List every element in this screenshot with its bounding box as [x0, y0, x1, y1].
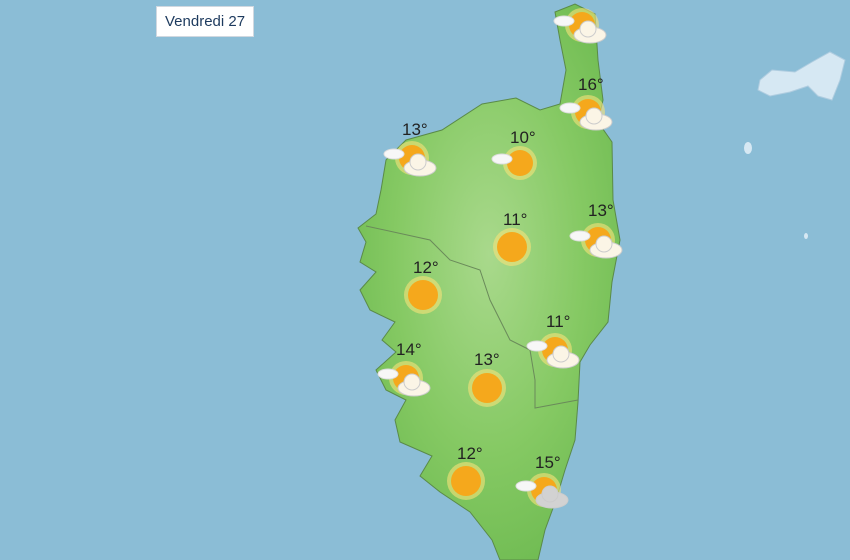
- station-temperature: 10°: [510, 128, 536, 147]
- sun-cloud-icon: [520, 315, 590, 385]
- sun-cloud-icon: [371, 343, 441, 413]
- date-label: Vendredi 27: [156, 6, 255, 37]
- station-temperature: 12°: [457, 444, 483, 463]
- department-border: [365, 225, 579, 409]
- sun-icon: [431, 446, 501, 516]
- sun-cloud-icon: [563, 205, 633, 275]
- station-temperature: 13°: [474, 350, 500, 369]
- islet: [744, 142, 752, 154]
- sun-icon: [452, 353, 522, 423]
- sun-icon: [477, 212, 547, 282]
- station-temperature: 13°: [402, 120, 428, 139]
- sun-cloud-icon: [377, 123, 447, 193]
- sun-grey-cloud-icon: [509, 455, 579, 525]
- island-east: [757, 51, 846, 101]
- station-temperature: 12°: [413, 258, 439, 277]
- station-temperature: 15°: [535, 453, 561, 472]
- station-temperature: 13°: [588, 201, 614, 220]
- station-temperature: 14°: [396, 340, 422, 359]
- sun-cloud-icon: [553, 77, 623, 147]
- sun-icon: [388, 260, 458, 330]
- islet: [804, 233, 808, 239]
- sun-small-cloud-icon: [485, 128, 555, 198]
- station-temperature: 11°: [503, 210, 528, 229]
- station-temperature: 11°: [546, 312, 571, 331]
- sun-cloud-icon: [547, 0, 617, 60]
- station-temperature: 16°: [578, 75, 604, 94]
